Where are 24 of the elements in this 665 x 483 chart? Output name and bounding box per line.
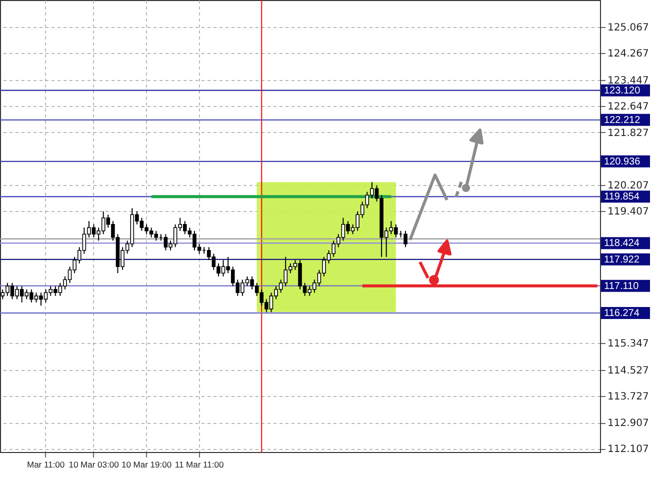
ref-line-label: 119.854 [604,192,640,203]
ref-line-label: 118.424 [604,238,640,250]
y-tick-label: 114.527 [608,365,649,376]
x-tick-label: 10 Mar 19:00 [121,460,172,470]
y-tick-label: 113.727 [608,391,649,402]
y-tick-label: 123.447 [608,75,649,86]
y-tick-label: 125.067 [608,22,649,34]
ref-line-label: 117.110 [604,280,640,292]
y-tick-label: 120.207 [608,180,649,192]
ref-line-label: 120.936 [604,156,641,168]
ref-line-label: 122.212 [604,114,641,126]
y-tick-label: 121.827 [608,128,649,139]
y-tick-label: 124.267 [608,48,649,60]
y-tick-label: 119.407 [608,206,649,218]
y-tick-label: 115.347 [608,338,649,350]
x-tick-label: 11 Mar 11:00 [174,460,224,470]
y-tick-label: 122.647 [608,101,649,112]
ref-line-label: 117.922 [604,254,640,266]
y-tick-label: 112.907 [608,418,649,430]
ref-line-label: 123.120 [604,85,641,96]
y-tick-label: 112.107 [608,444,649,456]
ref-line-label: 116.274 [604,308,640,320]
x-tick-label: Mar 11:00 [26,460,65,470]
x-tick-label: 10 Mar 03:00 [68,460,120,470]
